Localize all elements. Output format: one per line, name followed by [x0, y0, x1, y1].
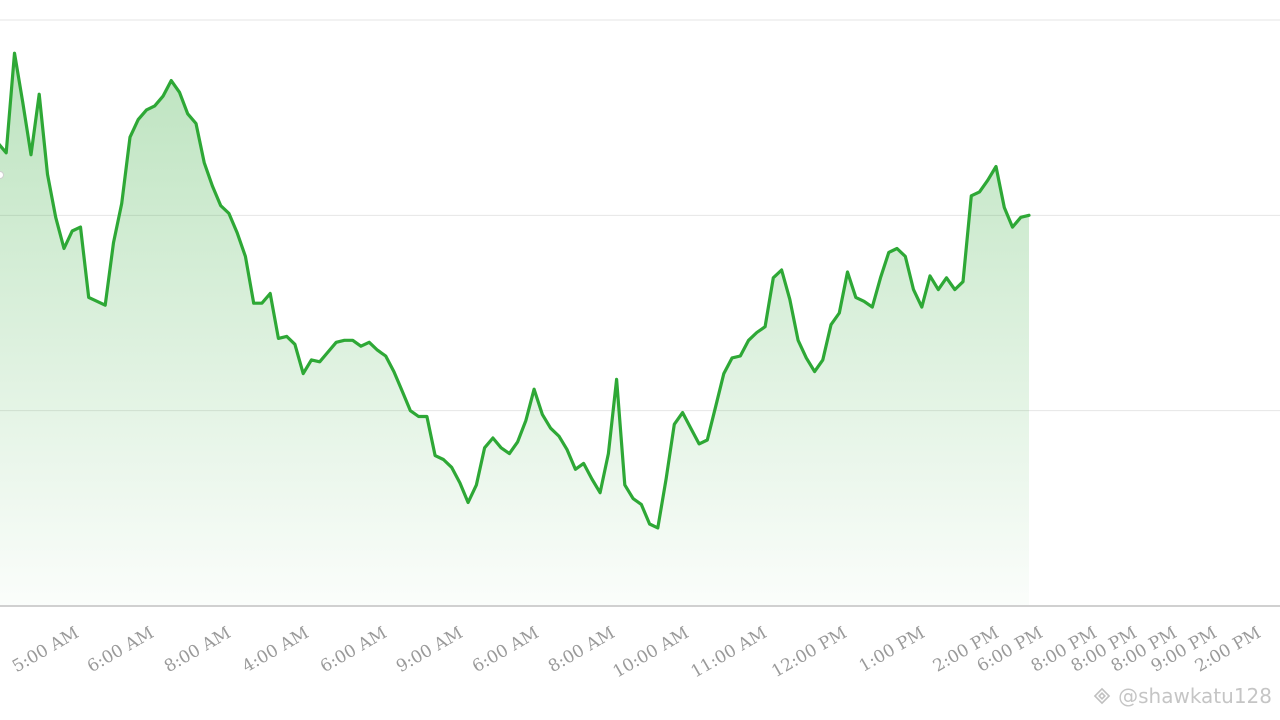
hover-point[interactable]: [0, 171, 4, 179]
x-tick-label: 9:00 AM: [393, 623, 466, 677]
x-tick-label: 6:00 AM: [317, 623, 390, 677]
x-tick-label: 11:00 AM: [688, 623, 771, 682]
x-tick-label: 5:00 AM: [9, 623, 82, 677]
binance-diamond-icon: [1093, 687, 1111, 705]
x-tick-label: 1:00 PM: [856, 623, 929, 677]
x-tick-label: 6:00 AM: [469, 623, 542, 677]
series-area-fill: [0, 53, 1029, 606]
x-axis-tick-labels: 2:00 AM5:00 AM6:00 AM8:00 AM4:00 AM6:00 …: [9, 623, 1264, 682]
series-line: [0, 51, 1031, 530]
x-tick-label: 8:00 AM: [545, 623, 618, 677]
x-tick-label: 6:00 AM: [84, 623, 157, 677]
x-tick-label: 4:00 AM: [239, 623, 312, 677]
x-tick-label: 12:00 PM: [768, 623, 850, 682]
x-tick-label: 10:00 AM: [610, 623, 693, 682]
watermark-text: @shawkatu128: [1118, 684, 1272, 708]
watermark: @shawkatu128: [1092, 684, 1272, 708]
x-tick-label: 8:00 AM: [161, 623, 234, 677]
